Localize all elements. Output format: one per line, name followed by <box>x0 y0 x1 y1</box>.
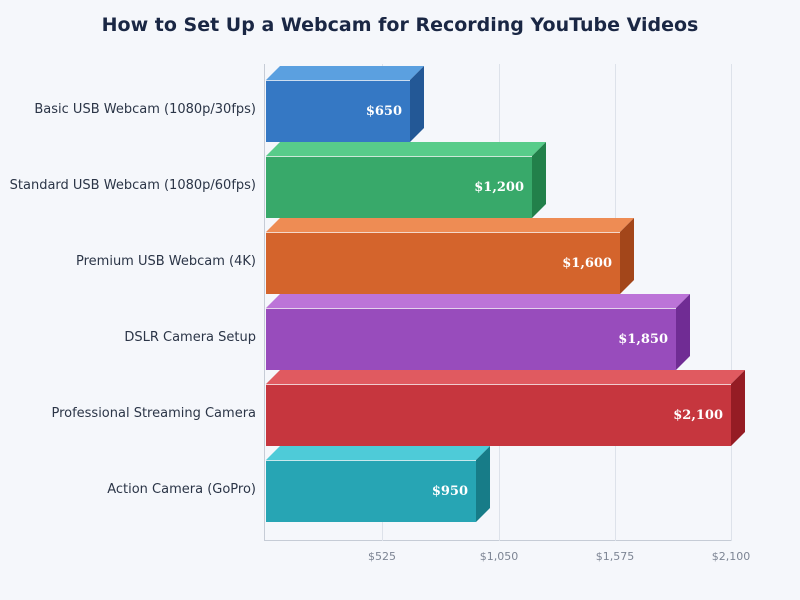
category-label: Action Camera (GoPro) <box>107 482 256 497</box>
bar-top-face <box>266 218 634 232</box>
bar-value-label: $1,600 <box>562 256 612 271</box>
bar-front-face <box>266 232 620 294</box>
bar-top-face <box>266 370 745 384</box>
bar-side-face <box>532 142 546 218</box>
bar-side-face <box>410 66 424 142</box>
category-label: Premium USB Webcam (4K) <box>76 254 256 269</box>
bar-value-label: $2,100 <box>673 408 723 423</box>
x-tick-label: $2,100 <box>711 550 751 563</box>
bar-front-face <box>266 460 476 522</box>
bar-value-label: $650 <box>365 104 402 119</box>
y-axis-line <box>264 64 265 541</box>
gridline <box>731 64 732 541</box>
x-tick-label: $1,050 <box>479 550 519 563</box>
category-label: Basic USB Webcam (1080p/30fps) <box>34 102 256 117</box>
category-label: Professional Streaming Camera <box>51 406 256 421</box>
x-tick-label: $1,575 <box>595 550 635 563</box>
category-label: Standard USB Webcam (1080p/60fps) <box>9 178 256 193</box>
x-tick-label: $525 <box>368 550 396 563</box>
bar-top-face <box>266 446 490 460</box>
bar-top-face <box>266 294 690 308</box>
category-label: DSLR Camera Setup <box>124 330 256 345</box>
bar-side-face <box>620 218 634 294</box>
bar-value-label: $950 <box>431 484 468 499</box>
bar-value-label: $1,200 <box>474 180 524 195</box>
bar-front-face <box>266 384 731 446</box>
bar-side-face <box>676 294 690 370</box>
bar-top-face <box>266 142 546 156</box>
bar-front-face <box>266 80 410 142</box>
chart-title: How to Set Up a Webcam for Recording You… <box>101 14 699 36</box>
bar-value-label: $1,850 <box>618 332 668 347</box>
bar-front-face <box>266 156 532 218</box>
bar-front-face <box>266 308 676 370</box>
bar-side-face <box>731 370 745 446</box>
x-axis-line <box>264 540 732 541</box>
bar-top-face <box>266 66 424 80</box>
bar-side-face <box>476 446 490 522</box>
